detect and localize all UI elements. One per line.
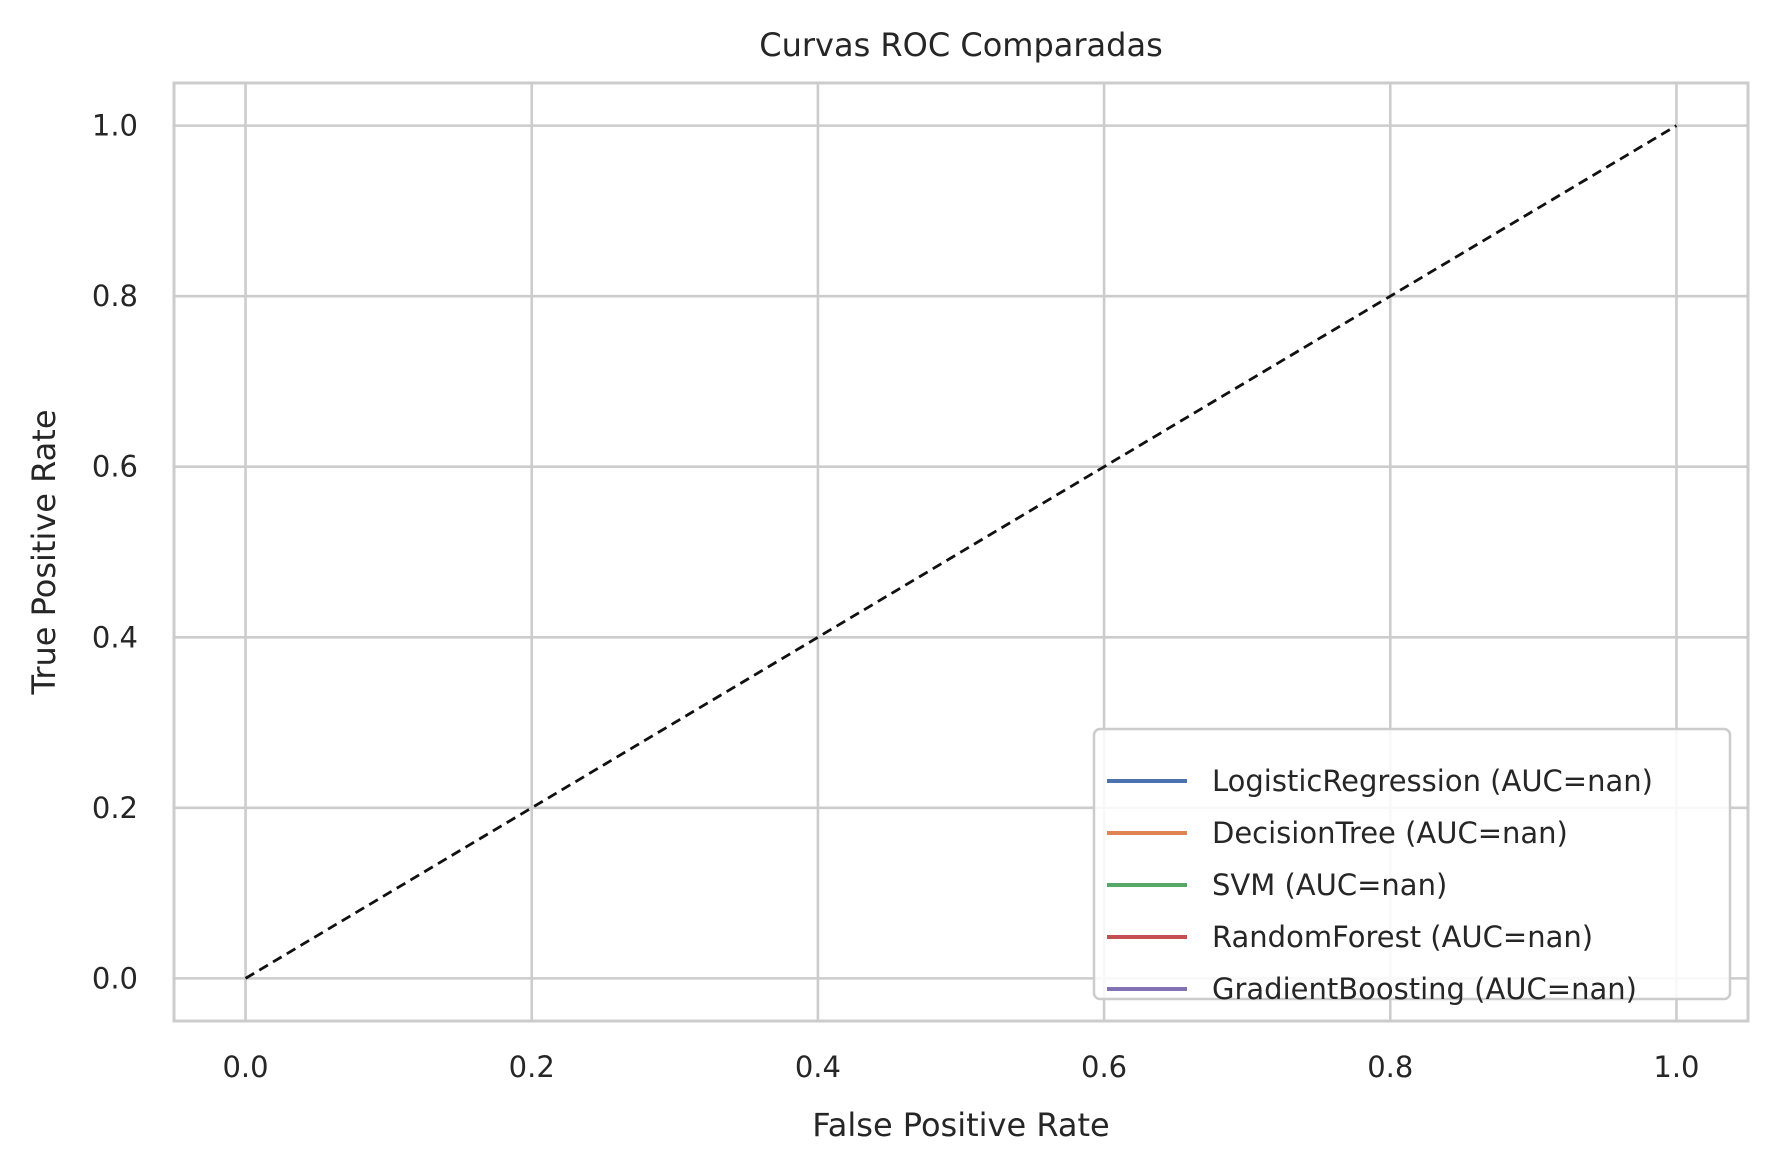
legend-box [1092, 727, 1732, 1001]
legend-label: GradientBoosting (AUC=nan) [1212, 972, 1637, 1006]
y-tick-label: 0.0 [92, 961, 138, 995]
y-tick-label: 1.0 [92, 109, 138, 143]
x-tick-label: 0.2 [509, 1050, 555, 1084]
x-tick-label: 0.4 [795, 1050, 841, 1084]
legend-label: LogisticRegression (AUC=nan) [1212, 764, 1653, 798]
x-tick-label: 0.0 [222, 1050, 268, 1084]
y-tick-label: 0.4 [92, 620, 138, 654]
legend-label: SVM (AUC=nan) [1212, 868, 1447, 902]
x-tick-label: 0.8 [1367, 1050, 1413, 1084]
legend-label: DecisionTree (AUC=nan) [1212, 816, 1568, 850]
x-tick-label: 0.6 [1081, 1050, 1127, 1084]
x-tick-label: 1.0 [1653, 1050, 1699, 1084]
chart-title: Curvas ROC Comparadas [759, 26, 1162, 64]
y-axis-label: True Positive Rate [25, 409, 63, 695]
legend-label: RandomForest (AUC=nan) [1212, 920, 1593, 954]
y-tick-label: 0.6 [92, 450, 138, 484]
x-axis-label: False Positive Rate [812, 1106, 1109, 1144]
y-tick-label: 0.8 [92, 279, 138, 313]
plot-border [172, 81, 1750, 1023]
chance-diagonal-line [244, 124, 1678, 980]
y-tick-label: 0.2 [92, 791, 138, 825]
